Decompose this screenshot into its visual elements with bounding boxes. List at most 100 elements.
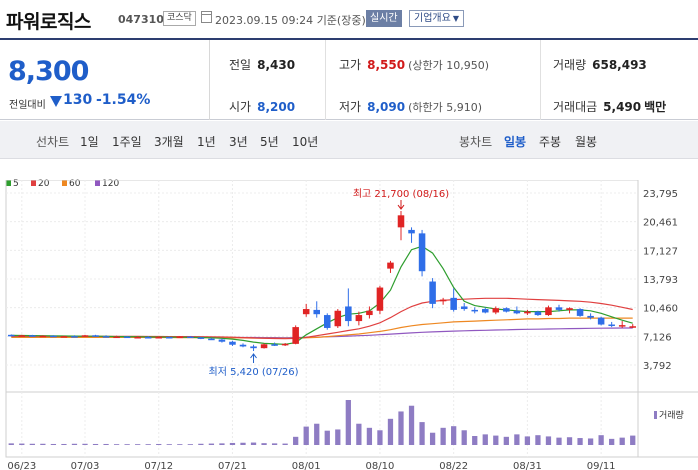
- volume-bar: [366, 427, 373, 445]
- lower-limit: (하한가 5,910): [408, 101, 482, 114]
- stat-value: 658,493: [592, 58, 647, 72]
- legend-label: 20: [38, 179, 50, 189]
- volume-bar: [124, 444, 130, 445]
- candle-body: [460, 306, 468, 310]
- x-tick-label: 08/10: [366, 461, 395, 470]
- tab-monthly[interactable]: 월봉: [575, 135, 598, 149]
- overview-label: 기업개요: [414, 13, 451, 24]
- tab-daily[interactable]: 일봉: [504, 135, 527, 149]
- tab-10y[interactable]: 10년: [292, 135, 319, 149]
- candle-body: [260, 344, 268, 349]
- candle-body: [313, 309, 320, 315]
- candle-body: [450, 297, 457, 310]
- volume-bar: [198, 443, 204, 445]
- stat-prev-close: 전일 8,430: [229, 56, 295, 73]
- stat-label: 고가: [339, 58, 362, 72]
- volume-bar: [314, 423, 320, 445]
- volume-bar: [19, 443, 25, 445]
- volume-bar: [324, 430, 330, 445]
- quote-datetime: 2023.09.15 09:24 기준(장중): [215, 12, 366, 28]
- tab-5y[interactable]: 5년: [260, 135, 279, 149]
- candle-body: [418, 233, 426, 272]
- stat-high: 고가 8,550 (상한가 10,950): [339, 56, 489, 73]
- change-percent: -1.54%: [96, 92, 151, 108]
- volume-bar: [71, 443, 78, 445]
- realtime-button[interactable]: 실시간: [366, 10, 402, 27]
- candle-body: [355, 315, 363, 322]
- tab-1w[interactable]: 1주일: [112, 135, 142, 149]
- candle-body: [92, 335, 99, 337]
- volume-bar: [545, 436, 552, 445]
- legend-swatch: [95, 180, 100, 186]
- legend-label: 5: [13, 179, 19, 189]
- low-annotation-label: 최저 5,420 (07/26): [209, 366, 299, 378]
- volume-bar: [598, 435, 604, 445]
- chart-period-tabs: 선차트 1일 1주일 3개월 1년 3년 5년 10년 봉차트 일봉 주봉 월봉: [0, 121, 698, 159]
- candle-body: [29, 335, 36, 337]
- volume-bar: [577, 438, 583, 445]
- volume-bar: [282, 443, 288, 445]
- candle-body: [597, 317, 605, 325]
- stock-name: 파워로직스: [6, 11, 91, 33]
- company-overview-dropdown[interactable]: 기업개요 ▼: [409, 10, 464, 27]
- candlestick-chart[interactable]: 23,795 20,461 17,127 13,793 10,460 7,126 3,792…: [0, 180, 698, 470]
- volume-bar: [177, 444, 183, 445]
- volume-bar: [377, 430, 383, 445]
- tab-1d[interactable]: 1일: [80, 135, 99, 149]
- candle-chart-label: 봉차트: [459, 135, 493, 149]
- candle-body: [324, 315, 331, 328]
- tab-3m[interactable]: 3개월: [154, 135, 184, 149]
- candle-body: [345, 306, 352, 322]
- volume-bar: [482, 434, 488, 445]
- volume-bar: [524, 436, 531, 445]
- candle-body: [166, 336, 173, 339]
- volume-bar: [219, 443, 225, 445]
- x-tick-label: 07/21: [218, 461, 247, 470]
- stat-value: 5,490: [603, 100, 642, 114]
- legend-label: 60: [69, 179, 81, 189]
- candle-body: [155, 336, 162, 339]
- candle-body: [366, 310, 373, 316]
- candle-body: [503, 308, 510, 312]
- candle-body: [513, 310, 521, 314]
- y-tick-label: 13,793: [643, 275, 678, 286]
- candle-body: [555, 307, 563, 310]
- candle-body: [534, 311, 542, 316]
- candle-body: [545, 307, 552, 316]
- legend-swatch: [62, 180, 67, 186]
- candle-body: [629, 326, 636, 328]
- volume-bar: [8, 443, 14, 445]
- tab-3y[interactable]: 3년: [229, 135, 248, 149]
- x-tick-label: 07/03: [71, 461, 100, 470]
- legend-ma60: 60: [62, 179, 80, 189]
- tab-weekly[interactable]: 주봉: [539, 135, 562, 149]
- volume-bar: [419, 422, 425, 445]
- stat-divider: [540, 40, 541, 120]
- x-tick-label: 08/31: [513, 461, 542, 470]
- y-tick-label: 20,461: [643, 218, 678, 229]
- volume-bar: [303, 426, 309, 445]
- candle-body: [271, 344, 278, 346]
- volume-bar: [535, 435, 541, 445]
- candle-body: [376, 287, 384, 311]
- price-summary: 8,300 전일대비 130 -1.54% 전일 8,430 고가 8,550 (상한…: [0, 38, 698, 120]
- stat-low: 저가 8,090 (하한가 5,910): [339, 98, 482, 115]
- legend-label: 120: [102, 179, 120, 189]
- volume-bar: [587, 438, 594, 445]
- volume-bar: [429, 432, 436, 445]
- candle-body: [144, 336, 152, 339]
- chevron-down-icon: ▼: [452, 14, 459, 23]
- volume-bar: [387, 418, 394, 445]
- volume-bar: [82, 443, 88, 445]
- tab-1y[interactable]: 1년: [197, 135, 216, 149]
- volume-label: 거래량: [659, 411, 684, 421]
- stat-open: 시가 8,200: [229, 98, 295, 115]
- stat-label: 거래량: [553, 58, 587, 72]
- current-price: 8,300: [8, 56, 89, 87]
- stat-unit: 백만: [644, 100, 667, 114]
- legend-swatch: [31, 180, 36, 186]
- volume-bar: [472, 436, 478, 445]
- y-tick-label: 23,795: [643, 189, 678, 200]
- candle-body: [208, 338, 215, 341]
- volume-bar: [166, 444, 172, 445]
